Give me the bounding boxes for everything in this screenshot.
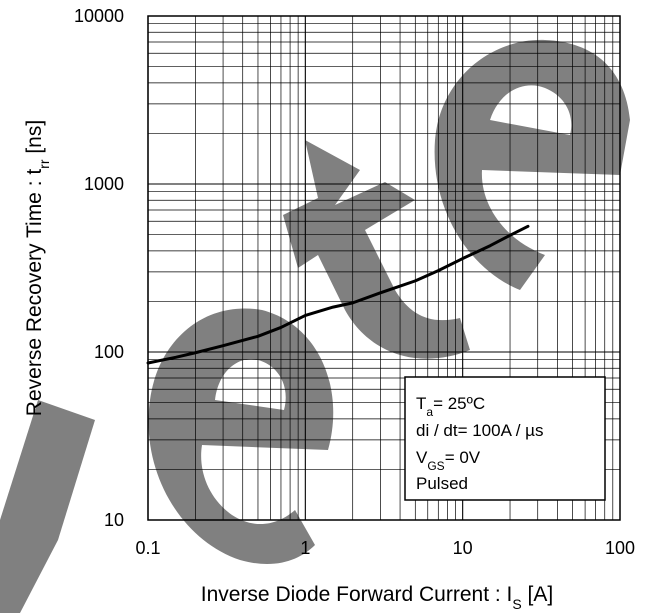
y-tick-label: 1000 [84, 174, 124, 194]
legend-didt-main: di / dt= 100A / µs [416, 421, 543, 440]
watermark-letter-e-upper [434, 39, 630, 290]
x-tick-label: 0.1 [135, 538, 160, 558]
watermark-letter-t [283, 140, 470, 359]
legend-box: Ta= 25ºC di / dt= 100A / µs VGS= 0V Puls… [404, 376, 606, 501]
y-axis-label-sub: rr [36, 159, 52, 169]
legend-pulsed-main: Pulsed [416, 474, 468, 493]
legend-temp-sub: a [426, 405, 433, 419]
y-axis-label-tail: [ns] [23, 120, 46, 160]
legend-line-vgs: VGS= 0V [416, 448, 481, 473]
x-axis-label-main: Inverse Diode Forward Current : I [201, 583, 513, 606]
plot-frame [147, 15, 621, 521]
x-axis-label: Inverse Diode Forward Current : IS [A] [201, 583, 553, 612]
legend-temp-main: T [416, 394, 426, 413]
watermark [0, 39, 630, 613]
legend-temp-tail: = 25ºC [433, 394, 485, 413]
tick-labels: 0.1 1 10 100 10 100 1000 10000 [74, 6, 635, 558]
legend-line-didt: di / dt= 100A / µs [416, 421, 543, 440]
series-line-0 [146, 224, 530, 365]
x-axis-label-tail: [A] [522, 583, 554, 606]
y-axis-label: Reverse Recovery Time : trr [ns] [23, 120, 52, 416]
legend-line-temperature: Ta= 25ºC [416, 394, 485, 419]
y-tick-label: 10000 [74, 6, 124, 26]
legend-vgs-tail: = 0V [445, 448, 481, 467]
x-tick-label: 100 [605, 538, 635, 558]
watermark-stroke-l [0, 400, 95, 613]
y-tick-label: 10 [104, 510, 124, 530]
x-axis-label-sub: S [512, 596, 521, 612]
series-layer [146, 224, 530, 365]
watermark-letter-e-lower [148, 308, 334, 565]
x-tick-label: 10 [453, 538, 473, 558]
legend-vgs-main: V [416, 448, 428, 467]
y-axis-label-main: Reverse Recovery Time : t [23, 169, 46, 417]
y-tick-label: 100 [94, 342, 124, 362]
legend-vgs-sub: GS [427, 459, 444, 473]
legend-line-pulsed: Pulsed [416, 474, 468, 493]
x-tick-label: 1 [300, 538, 310, 558]
